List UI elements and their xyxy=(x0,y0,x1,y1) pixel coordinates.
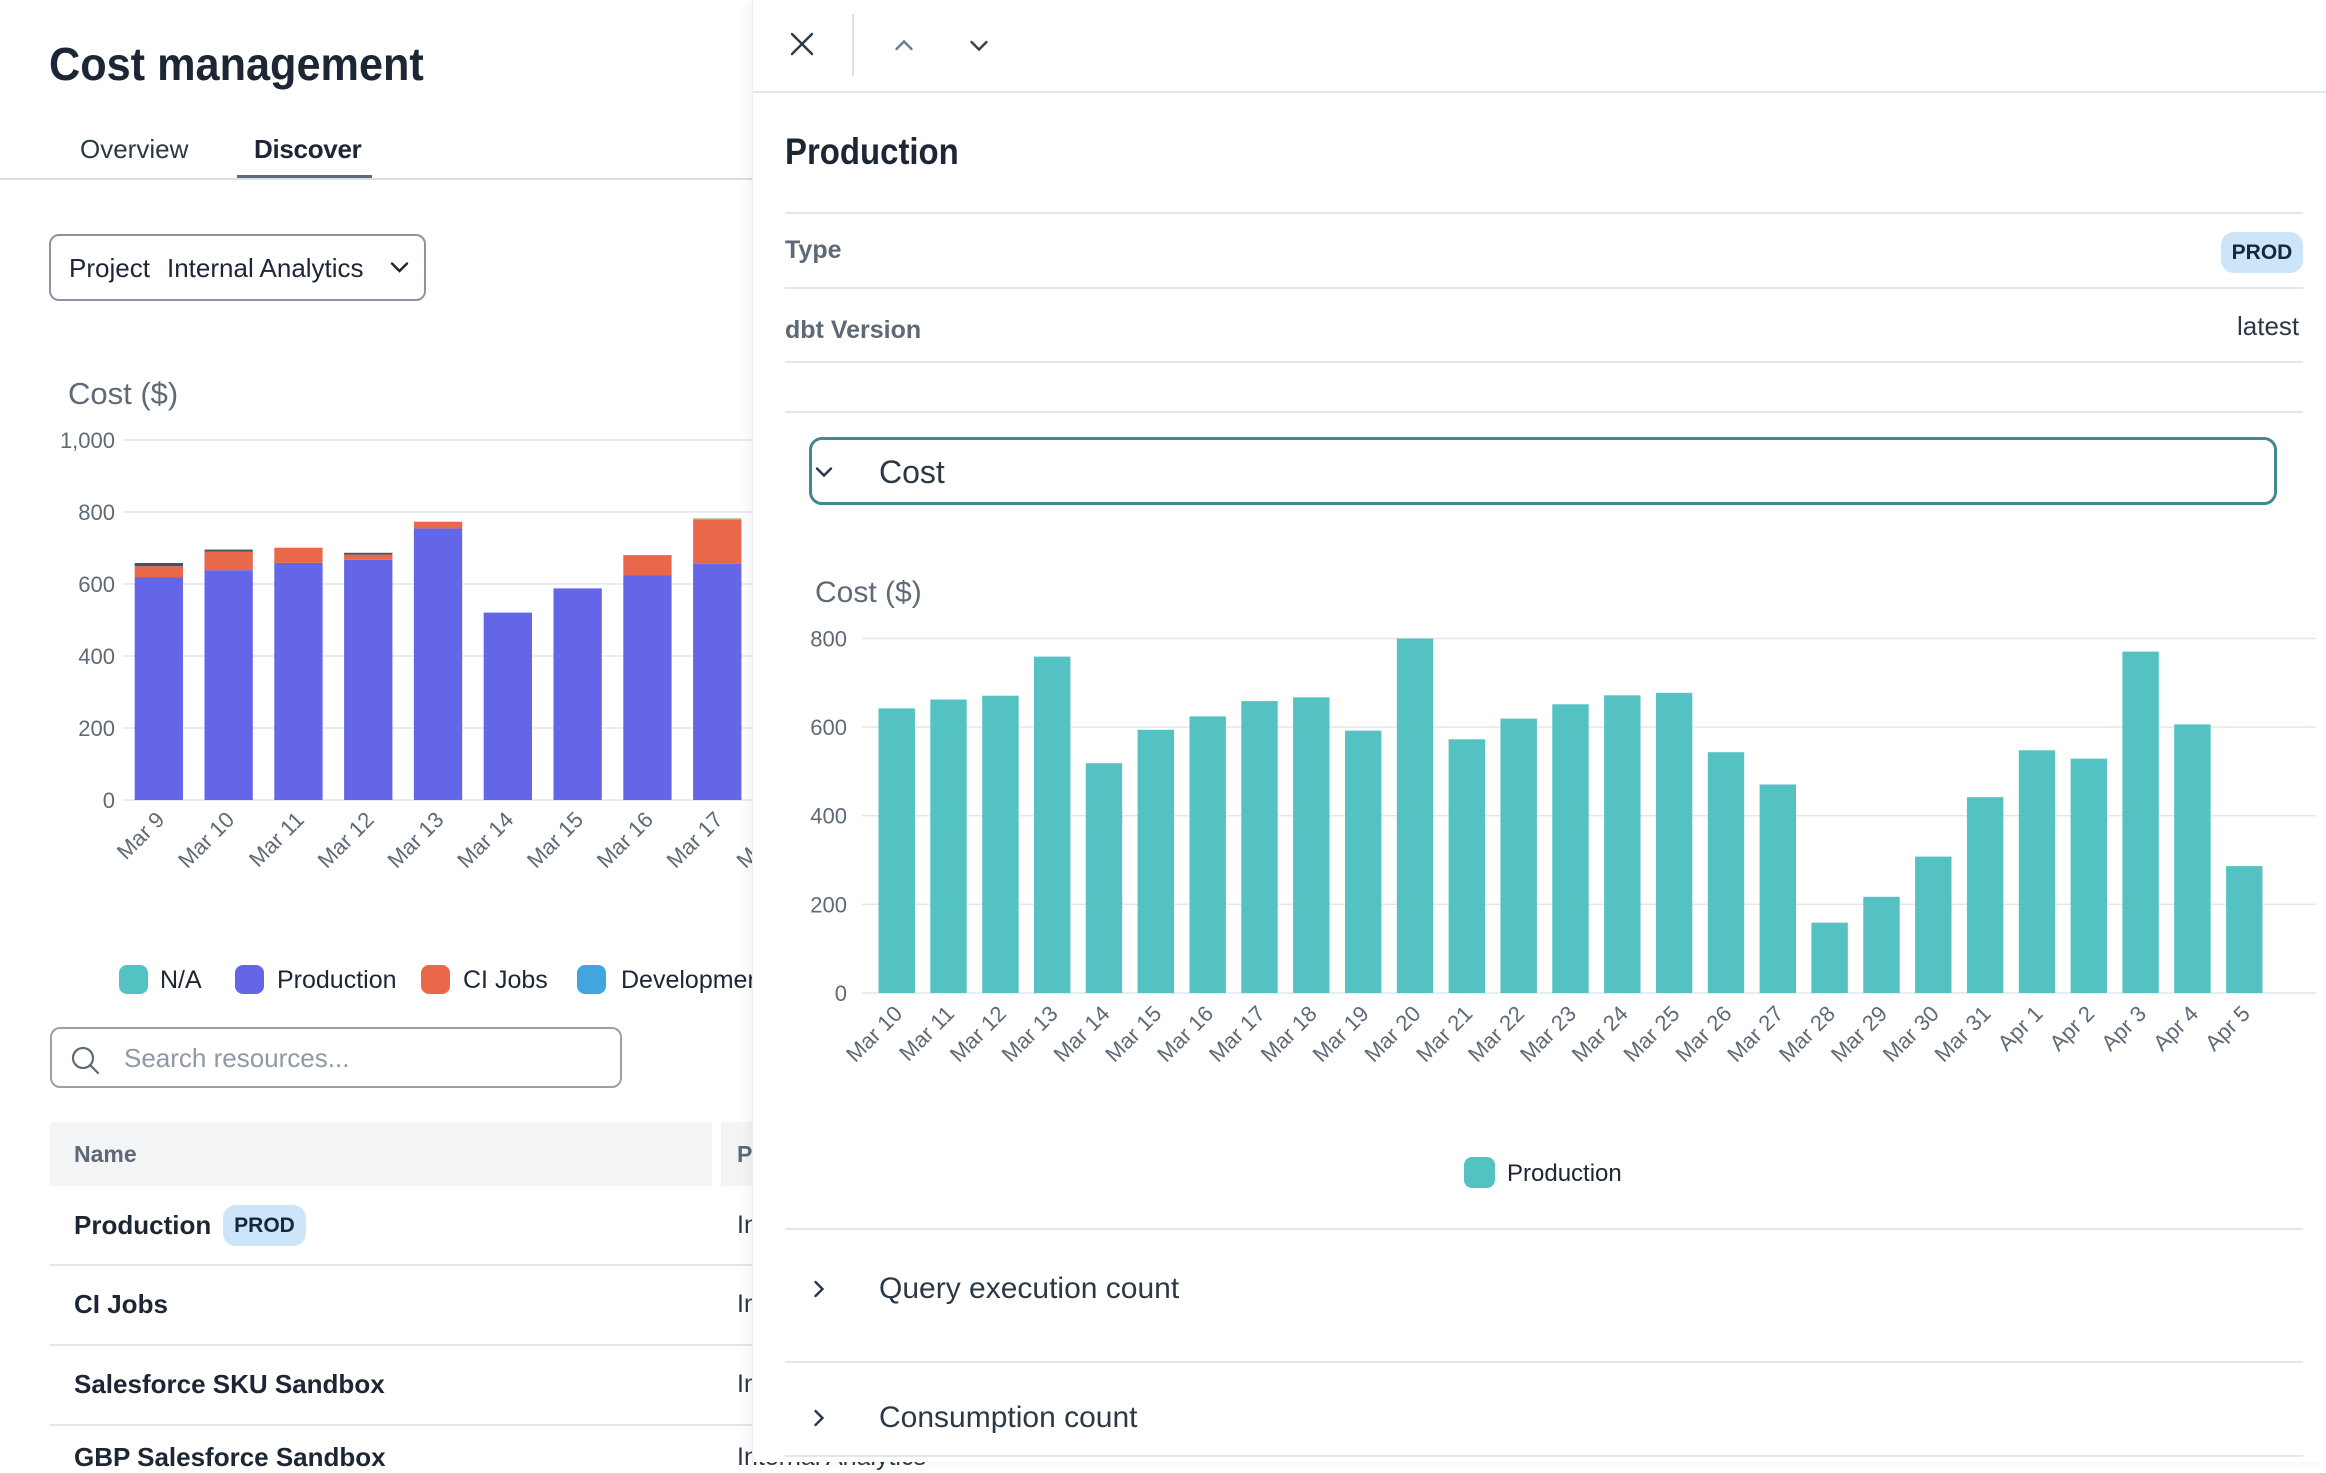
svg-text:600: 600 xyxy=(810,715,847,740)
svg-text:0: 0 xyxy=(835,981,847,1006)
svg-text:600: 600 xyxy=(78,572,115,597)
svg-text:Mar 10: Mar 10 xyxy=(841,1001,907,1067)
svg-text:Mar 16: Mar 16 xyxy=(592,807,658,873)
svg-text:Mar 14: Mar 14 xyxy=(1048,1001,1114,1067)
svg-text:Mar 16: Mar 16 xyxy=(1152,1001,1218,1067)
svg-text:Mar 14: Mar 14 xyxy=(452,807,518,873)
svg-text:Mar 31: Mar 31 xyxy=(1930,1001,1996,1067)
svg-text:200: 200 xyxy=(78,716,115,741)
svg-text:Mar 23: Mar 23 xyxy=(1515,1001,1581,1067)
svg-text:200: 200 xyxy=(810,892,847,917)
svg-text:Mar 18: Mar 18 xyxy=(1256,1001,1322,1067)
svg-text:Mar 17: Mar 17 xyxy=(1204,1001,1270,1067)
svg-text:1,000: 1,000 xyxy=(60,428,115,453)
svg-text:800: 800 xyxy=(78,500,115,525)
svg-text:Mar 18: Mar 18 xyxy=(731,807,752,873)
svg-text:Mar 29: Mar 29 xyxy=(1826,1001,1892,1067)
svg-text:Mar 15: Mar 15 xyxy=(1100,1001,1166,1067)
svg-text:Mar 24: Mar 24 xyxy=(1567,1001,1633,1067)
svg-text:Mar 15: Mar 15 xyxy=(522,807,588,873)
svg-text:Mar 9: Mar 9 xyxy=(112,807,169,864)
svg-text:Mar 11: Mar 11 xyxy=(244,807,309,872)
svg-text:Cost ($): Cost ($) xyxy=(815,576,922,609)
svg-text:Mar 12: Mar 12 xyxy=(945,1001,1011,1067)
svg-text:Apr 4: Apr 4 xyxy=(2148,1001,2203,1056)
svg-text:Apr 2: Apr 2 xyxy=(2044,1001,2099,1056)
svg-text:Apr 3: Apr 3 xyxy=(2096,1001,2151,1056)
svg-text:800: 800 xyxy=(810,627,847,652)
svg-text:400: 400 xyxy=(78,644,115,669)
svg-text:Mar 13: Mar 13 xyxy=(997,1001,1063,1067)
svg-text:Mar 30: Mar 30 xyxy=(1878,1001,1944,1067)
svg-text:Mar 25: Mar 25 xyxy=(1619,1001,1685,1067)
svg-text:0: 0 xyxy=(103,788,115,813)
svg-text:Mar 12: Mar 12 xyxy=(313,807,379,873)
svg-text:Apr 5: Apr 5 xyxy=(2200,1001,2255,1056)
svg-text:Mar 20: Mar 20 xyxy=(1359,1001,1425,1067)
svg-text:Mar 27: Mar 27 xyxy=(1722,1001,1788,1067)
svg-text:Mar 26: Mar 26 xyxy=(1670,1001,1736,1067)
svg-text:Apr 1: Apr 1 xyxy=(1993,1001,2048,1056)
svg-text:400: 400 xyxy=(810,804,847,829)
svg-text:Mar 19: Mar 19 xyxy=(1308,1001,1374,1067)
svg-text:Mar 17: Mar 17 xyxy=(662,807,728,873)
svg-text:Cost ($): Cost ($) xyxy=(68,376,178,411)
svg-text:Mar 13: Mar 13 xyxy=(382,807,448,873)
svg-text:Mar 28: Mar 28 xyxy=(1774,1001,1840,1067)
svg-text:Mar 21: Mar 21 xyxy=(1411,1001,1477,1067)
svg-text:Mar 11: Mar 11 xyxy=(894,1001,959,1066)
svg-text:Mar 22: Mar 22 xyxy=(1463,1001,1529,1067)
svg-text:Mar 10: Mar 10 xyxy=(173,807,239,873)
